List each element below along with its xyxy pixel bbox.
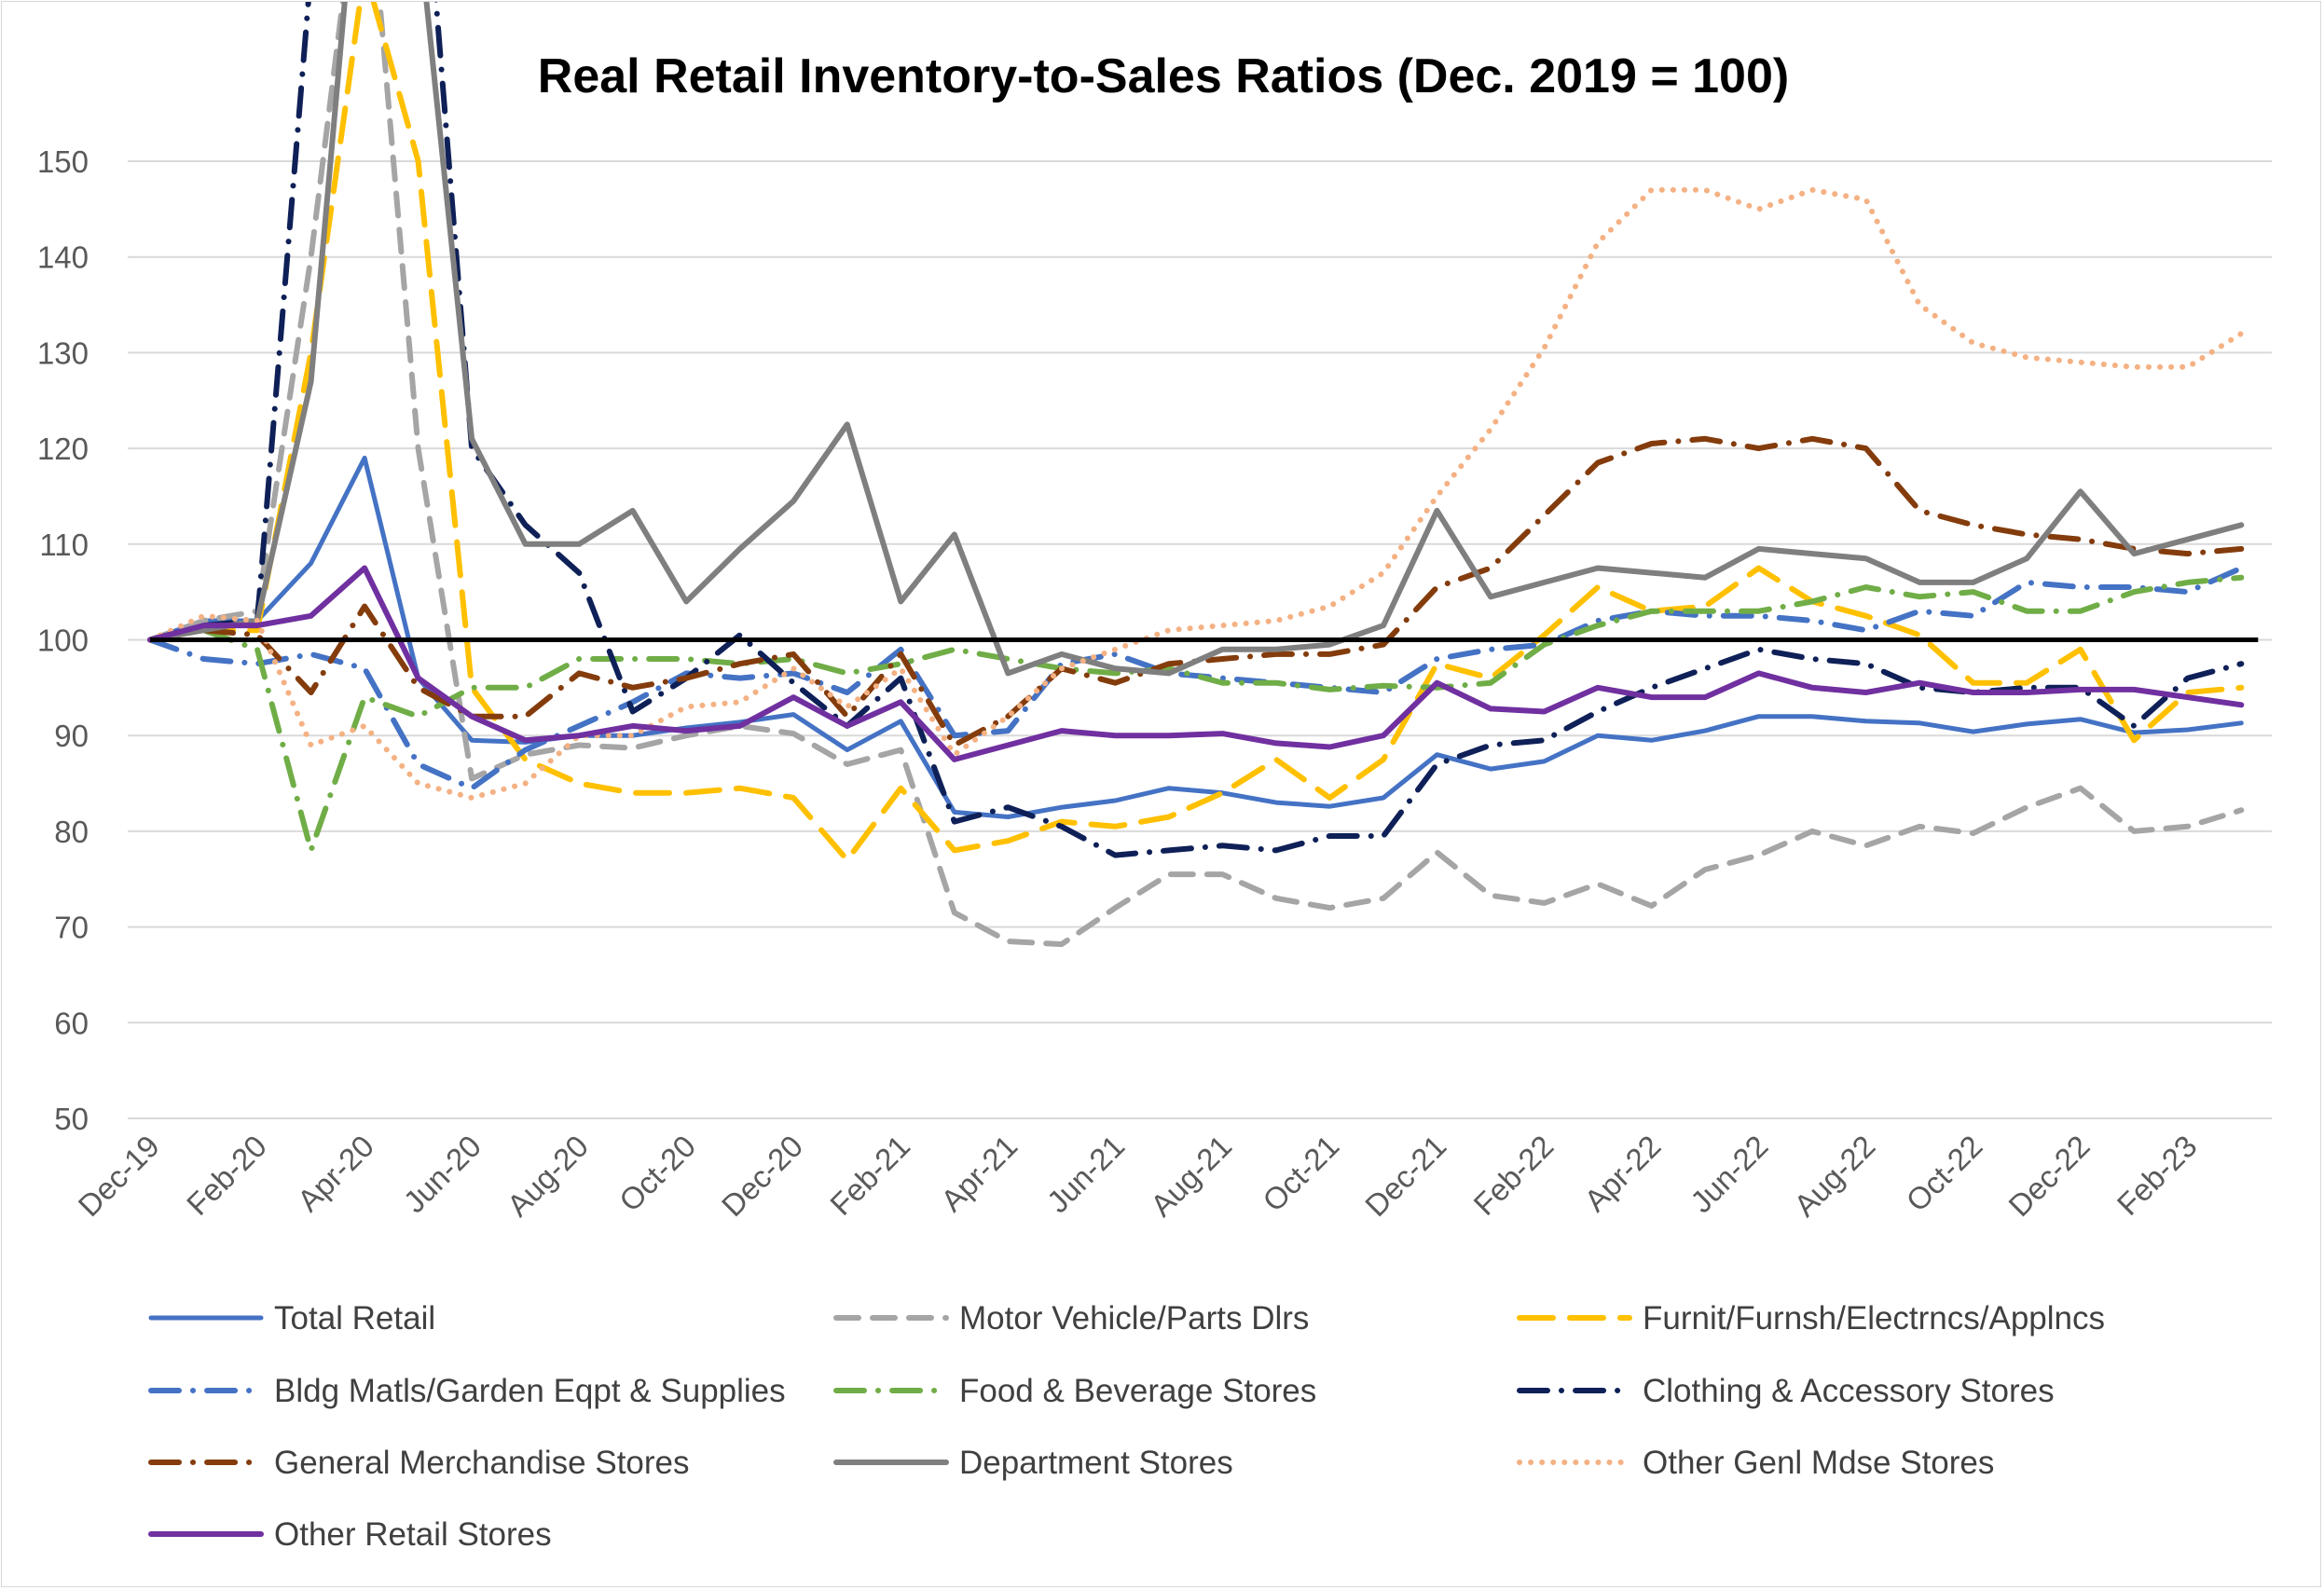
x-tick-label: Feb-21	[823, 1129, 916, 1222]
legend-label: Other Retail Stores	[274, 1516, 552, 1553]
chart-title: Real Retail Inventory-to-Sales Ratios (D…	[538, 49, 1789, 103]
x-tick-label: Feb-20	[180, 1129, 273, 1222]
x-tick-label: Apr-22	[1577, 1129, 1667, 1218]
series-line-bldg-matls-garden-eqpt-supplies	[147, 565, 2245, 791]
series-lines	[147, 2, 2245, 948]
x-tick-label: Jun-22	[1684, 1129, 1775, 1220]
legend: Total Retail Motor Vehicle/Parts Dlrs Furn…	[148, 1300, 2105, 1553]
x-tick-label: Feb-22	[1466, 1129, 1560, 1222]
x-tick-label: Dec-22	[2001, 1129, 2096, 1223]
x-tick-label: Oct-22	[1899, 1129, 1988, 1218]
y-tick-label: 110	[39, 528, 89, 562]
x-tick-label: Dec-20	[715, 1129, 809, 1223]
legend-label: Motor Vehicle/Parts Dlrs	[959, 1300, 1309, 1336]
y-tick-label: 120	[37, 432, 89, 466]
y-tick-label: 150	[37, 144, 89, 179]
legend-label: Other Genl Mdse Stores	[1643, 1445, 1994, 1481]
x-tick-label: Aug-22	[1787, 1129, 1881, 1223]
legend-label: Furnit/Furnsh/Electrncs/Applncs	[1643, 1300, 2105, 1336]
x-tick-label: Apr-20	[291, 1129, 380, 1218]
y-tick-label: 50	[54, 1102, 89, 1136]
legend-label: Food & Beverage Stores	[959, 1373, 1316, 1409]
x-tick-label: Oct-20	[612, 1129, 702, 1218]
y-tick-label: 60	[54, 1006, 89, 1040]
x-tick-label: Aug-20	[501, 1129, 595, 1223]
legend-label: Department Stores	[959, 1445, 1233, 1481]
series-line-food-beverage-stores	[147, 574, 2245, 854]
y-tick-label: 90	[54, 719, 89, 753]
x-tick-label: Dec-19	[72, 1129, 166, 1223]
y-tick-label: 80	[54, 815, 89, 849]
series-line-other-retail-stores	[147, 565, 2245, 762]
y-tick-label: 70	[54, 911, 89, 945]
y-axis-tick-labels: 50 60 70 80 90 100 110 120 130 140 150	[37, 144, 89, 1136]
series-line-clothing-accessory-stores	[147, 2, 2245, 858]
y-tick-label: 130	[37, 336, 89, 370]
y-tick-label: 100	[37, 624, 89, 658]
x-tick-label: Jun-20	[397, 1129, 488, 1220]
x-tick-label: Feb-23	[2111, 1129, 2204, 1222]
x-tick-label: Apr-21	[934, 1129, 1024, 1218]
series-line-department-stores	[147, 2, 2245, 677]
x-tick-label: Oct-21	[1256, 1129, 1345, 1218]
series-line-total-retail	[147, 455, 2244, 819]
series-line-furnit-furnsh-electrncs-applncs	[147, 2, 2245, 863]
legend-label: Bldg Matls/Garden Eqpt & Supplies	[274, 1373, 786, 1409]
legend-label: General Merchandise Stores	[274, 1445, 690, 1481]
legend-label: Total Retail	[274, 1300, 435, 1336]
legend-label: Clothing & Accessory Stores	[1643, 1373, 2055, 1409]
x-tick-label: Jun-21	[1040, 1129, 1132, 1220]
x-axis-tick-labels: Dec-19 Feb-20 Apr-20 Jun-20 Aug-20 Oct-20 Dec-…	[72, 1129, 2204, 1223]
y-tick-label: 140	[37, 240, 89, 275]
x-tick-label: Aug-21	[1144, 1129, 1238, 1223]
x-tick-label: Dec-21	[1358, 1129, 1452, 1223]
series-line-motor-vehicle-parts-dlrs	[147, 2, 2245, 948]
series-line-other-genl-mdse-stores	[147, 186, 2245, 801]
